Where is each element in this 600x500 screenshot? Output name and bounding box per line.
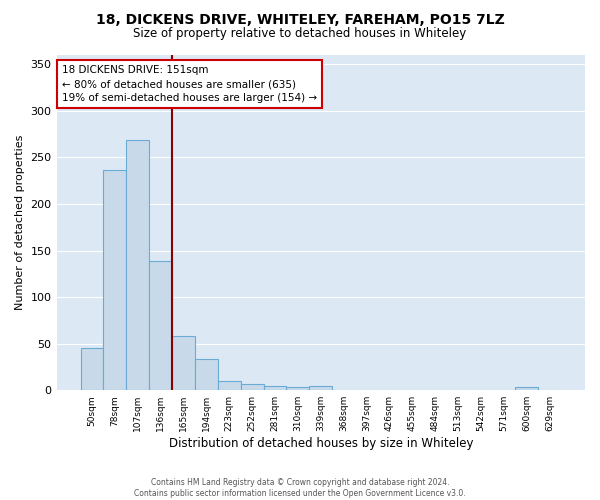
- Bar: [515, 388, 538, 390]
- Bar: [310, 386, 332, 390]
- Text: 18 DICKENS DRIVE: 151sqm
← 80% of detached houses are smaller (635)
19% of semi-: 18 DICKENS DRIVE: 151sqm ← 80% of detach…: [62, 65, 317, 103]
- Bar: [103, 170, 127, 390]
- Y-axis label: Number of detached properties: Number of detached properties: [15, 135, 25, 310]
- Bar: [172, 336, 195, 390]
- Bar: [263, 386, 286, 390]
- Text: Contains HM Land Registry data © Crown copyright and database right 2024.
Contai: Contains HM Land Registry data © Crown c…: [134, 478, 466, 498]
- Bar: [127, 140, 149, 390]
- Text: 18, DICKENS DRIVE, WHITELEY, FAREHAM, PO15 7LZ: 18, DICKENS DRIVE, WHITELEY, FAREHAM, PO…: [95, 12, 505, 26]
- Text: Size of property relative to detached houses in Whiteley: Size of property relative to detached ho…: [133, 28, 467, 40]
- Bar: [241, 384, 263, 390]
- Bar: [286, 388, 310, 390]
- Bar: [195, 360, 218, 390]
- Bar: [149, 261, 172, 390]
- X-axis label: Distribution of detached houses by size in Whiteley: Distribution of detached houses by size …: [169, 437, 473, 450]
- Bar: [80, 348, 103, 390]
- Bar: [218, 381, 241, 390]
